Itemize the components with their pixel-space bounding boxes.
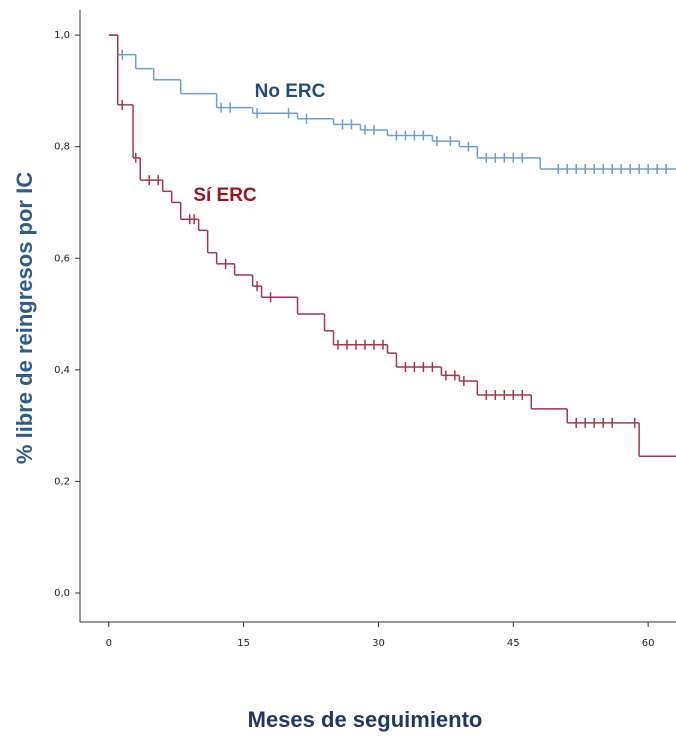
y-tick-label: 0,8: [54, 142, 70, 153]
y-tick-label: 0,4: [54, 365, 70, 376]
y-tick-label: 0,0: [54, 588, 70, 599]
y-tick-label: 1,0: [54, 30, 70, 41]
x-tick-label: 60: [642, 638, 655, 649]
series-label: Sí ERC: [193, 185, 257, 206]
x-tick-label: 45: [507, 638, 520, 649]
y-axis-title: % libre de reingresos por IC: [12, 172, 37, 464]
series-label: No ERC: [255, 81, 326, 102]
y-tick-label: 0,6: [54, 253, 70, 264]
x-tick-label: 15: [237, 638, 250, 649]
x-tick-label: 0: [106, 638, 112, 649]
y-tick-label: 0,2: [54, 476, 70, 487]
x-tick-label: 30: [372, 638, 385, 649]
x-axis-title: Meses de seguimiento: [248, 707, 483, 732]
